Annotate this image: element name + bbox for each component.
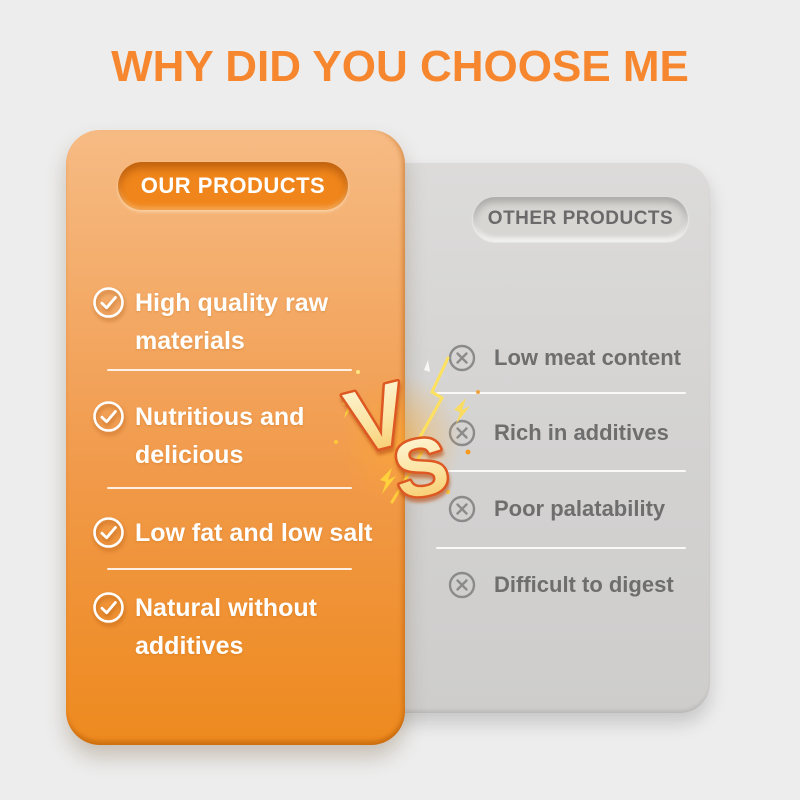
divider [436, 547, 686, 549]
other-products-header-pill: OTHER PRODUCTS [473, 197, 688, 241]
cross-circle-icon [448, 495, 476, 523]
vs-letter-s: S [387, 419, 455, 512]
spark-decoration [334, 356, 480, 504]
other-item-row: Rich in additives [448, 419, 724, 447]
divider [107, 487, 352, 489]
our-item-label: Low fat and low salt [135, 519, 373, 547]
cross-circle-icon [448, 571, 476, 599]
vs-badge: V S [334, 356, 480, 512]
check-circle-icon [93, 401, 124, 432]
our-products-header-label: OUR PRODUCTS [140, 173, 326, 198]
our-item-label: High quality raw materials [135, 289, 329, 355]
our-item-label: Natural without additives [135, 594, 317, 660]
cross-circle-icon [448, 344, 476, 372]
check-circle-icon [93, 287, 124, 318]
divider [107, 568, 352, 570]
divider [436, 392, 686, 394]
our-item-label: Nutritious and delicious [135, 403, 305, 469]
other-item-label: Difficult to digest [494, 572, 674, 597]
vs-glow [338, 374, 462, 506]
check-circle-icon [93, 592, 124, 623]
check-circle-icon [93, 517, 124, 548]
other-products-header-label: OTHER PRODUCTS [487, 208, 674, 229]
other-item-label: Poor palatability [494, 496, 666, 521]
our-item-row: Natural without additives [92, 589, 390, 665]
other-item-row: Poor palatability [448, 495, 724, 523]
our-item-row: Low fat and low salt [92, 514, 390, 552]
divider [436, 470, 686, 472]
other-item-label: Rich in additives [494, 420, 669, 445]
other-item-row: Difficult to digest [448, 571, 724, 599]
divider [107, 369, 352, 371]
our-item-row: High quality raw materials [92, 284, 390, 360]
page-title: WHY DID YOU CHOOSE ME [111, 42, 689, 91]
other-item-row: Low meat content [448, 344, 724, 372]
other-item-label: Low meat content [494, 345, 682, 370]
our-products-header-pill: OUR PRODUCTS [118, 162, 348, 210]
our-item-row: Nutritious and delicious [92, 398, 390, 474]
